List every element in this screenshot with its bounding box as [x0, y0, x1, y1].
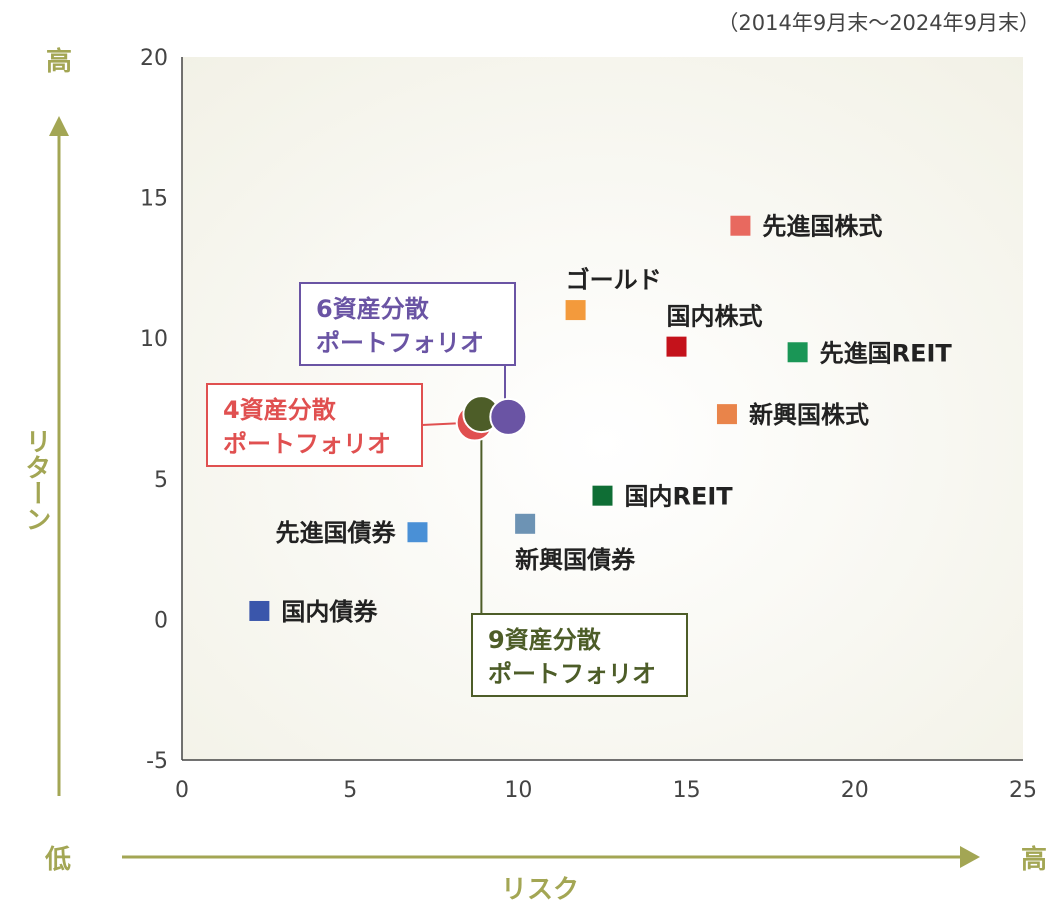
- asset-marker: [666, 336, 687, 357]
- x-tick-labels: 0 5 10 15 20 25: [175, 778, 1037, 803]
- portfolio-label-line2: ポートフォリオ: [488, 660, 656, 688]
- asset-label: ゴールド: [566, 266, 662, 294]
- x-tick-label: 20: [841, 778, 869, 803]
- asset-label: 新興国債券: [515, 546, 636, 574]
- portfolio-label-line1: 4資産分散: [223, 396, 336, 424]
- portfolio-label-line2: ポートフォリオ: [223, 430, 391, 458]
- y-tick-label: 20: [140, 46, 168, 71]
- y-tick-label: 15: [140, 187, 168, 212]
- y-tick-label: 5: [154, 468, 168, 493]
- y-tick-label: 10: [140, 327, 168, 352]
- period-note: （2014年9月末～2024年9月末）: [717, 11, 1040, 35]
- portfolio-label-line1: 6資産分散: [316, 295, 429, 323]
- portfolio-marker: [489, 397, 528, 436]
- asset-label: 先進国株式: [762, 213, 882, 241]
- portfolio-callout-box: [471, 613, 688, 697]
- portfolio-label-line2: ポートフォリオ: [316, 329, 484, 357]
- asset-label: 国内債券: [281, 598, 378, 626]
- y-tick-label: 0: [154, 608, 168, 633]
- return-high-label: 高: [46, 46, 72, 77]
- asset-marker: [592, 485, 613, 506]
- asset-marker: [249, 600, 270, 621]
- return-arrow-head: [49, 116, 69, 136]
- asset-label: 先進国債券: [275, 519, 396, 547]
- asset-label: 新興国株式: [749, 401, 869, 429]
- portfolio-callout-box: [206, 383, 423, 467]
- asset-label: 国内株式: [667, 303, 763, 331]
- risk-arrow-head: [960, 846, 980, 868]
- asset-marker: [407, 522, 428, 543]
- asset-marker: [716, 404, 737, 425]
- asset-marker: [787, 342, 808, 363]
- portfolio-label-line1: 9資産分散: [488, 626, 601, 654]
- asset-marker: [730, 215, 751, 236]
- asset-label: 国内REIT: [625, 483, 734, 511]
- portfolio-callout-box: [299, 282, 516, 366]
- risk-axis-label: リスク: [501, 875, 579, 905]
- x-tick-label: 15: [673, 778, 701, 803]
- x-tick-label: 25: [1009, 778, 1037, 803]
- asset-label: 先進国REIT: [820, 339, 953, 367]
- return-axis-label: リターン: [21, 428, 51, 532]
- x-tick-label: 10: [504, 778, 532, 803]
- asset-marker: [515, 513, 536, 534]
- y-tick-label: -5: [146, 749, 168, 774]
- risk-low-label: 低: [44, 845, 71, 875]
- x-tick-label: 0: [175, 778, 189, 803]
- asset-marker: [565, 300, 586, 321]
- y-tick-labels: -5 0 5 10 15 20: [140, 46, 168, 774]
- x-tick-label: 5: [343, 778, 357, 803]
- risk-high-label: 高: [1021, 844, 1047, 875]
